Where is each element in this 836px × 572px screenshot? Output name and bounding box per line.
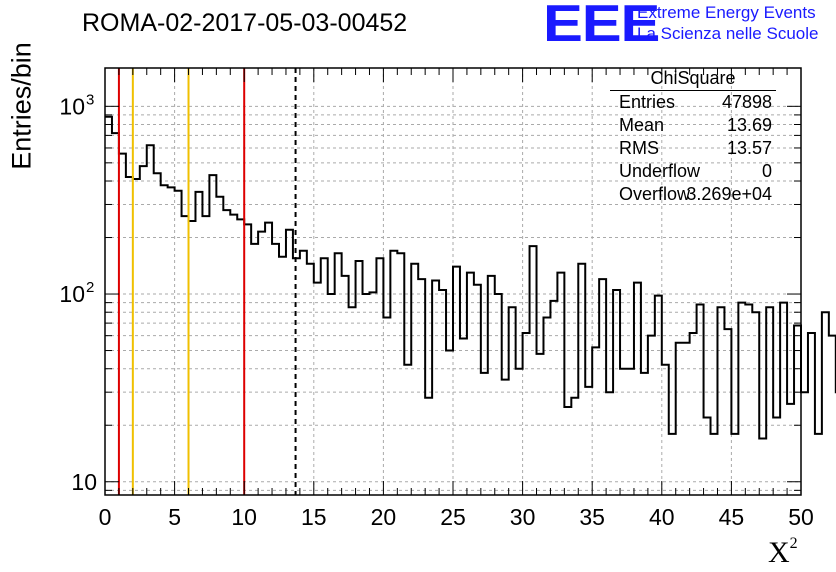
stats-label: Entries <box>619 92 676 112</box>
stats-row-entries: Entries 47898 <box>610 91 776 114</box>
stats-title: ChiSquare <box>610 66 776 91</box>
stats-value: 47898 <box>721 92 772 112</box>
stats-value: 13.69 <box>726 115 772 135</box>
stats-box: ChiSquare Entries 47898 Mean 13.69 RMS 13.5… <box>610 66 776 206</box>
y-tick-label: 10 <box>59 93 85 119</box>
logo-line2: La Scienza nelle Scuole <box>637 24 819 43</box>
stats-label: Mean <box>619 115 665 135</box>
stats-value: 3.269e+04 <box>686 184 772 204</box>
x-axis-label-sup: 2 <box>789 535 798 552</box>
x-tick-label: 40 <box>649 504 675 530</box>
x-tick-label: 45 <box>719 504 745 530</box>
histogram-step-line <box>105 115 836 440</box>
logo-line1: Extreme Energy Events <box>637 3 816 22</box>
x-tick-label: 10 <box>231 504 257 530</box>
stats-label: Underflow <box>619 161 701 181</box>
stats-label: Overflow <box>619 184 691 204</box>
y-tick-exponent: 3 <box>86 91 94 108</box>
y-tick-label: 10 <box>59 281 85 307</box>
stats-value: 13.57 <box>726 138 772 158</box>
x-tick-label: 35 <box>579 504 605 530</box>
axis-ticks <box>104 68 802 495</box>
plot-title: ROMA-02-2017-05-03-00452 <box>82 9 408 37</box>
x-tick-label: 30 <box>510 504 536 530</box>
x-tick-label: 50 <box>788 504 814 530</box>
x-tick-label: 5 <box>168 504 181 530</box>
stats-row-overflow: Overflow 3.269e+04 <box>610 183 776 206</box>
stats-row-rms: RMS 13.57 <box>610 137 776 160</box>
y-axis-label: Entries/bin <box>6 42 37 170</box>
x-axis-label: X2 <box>768 535 798 570</box>
stats-value: 0 <box>761 161 772 181</box>
y-tick-exponent: 2 <box>86 279 94 296</box>
stats-row-underflow: Underflow 0 <box>610 160 776 183</box>
x-tick-label: 15 <box>301 504 327 530</box>
x-tick-label: 0 <box>99 504 112 530</box>
cut-lines <box>117 68 297 495</box>
stats-label: RMS <box>619 138 659 158</box>
eee-logo: EEE <box>543 0 660 53</box>
stats-row-mean: Mean 13.69 <box>610 114 776 137</box>
histogram <box>105 115 836 440</box>
y-tick-label: 10 <box>71 469 97 495</box>
x-axis-label-base: X <box>768 536 790 569</box>
x-tick-label: 20 <box>371 504 397 530</box>
x-tick-label: 25 <box>440 504 466 530</box>
